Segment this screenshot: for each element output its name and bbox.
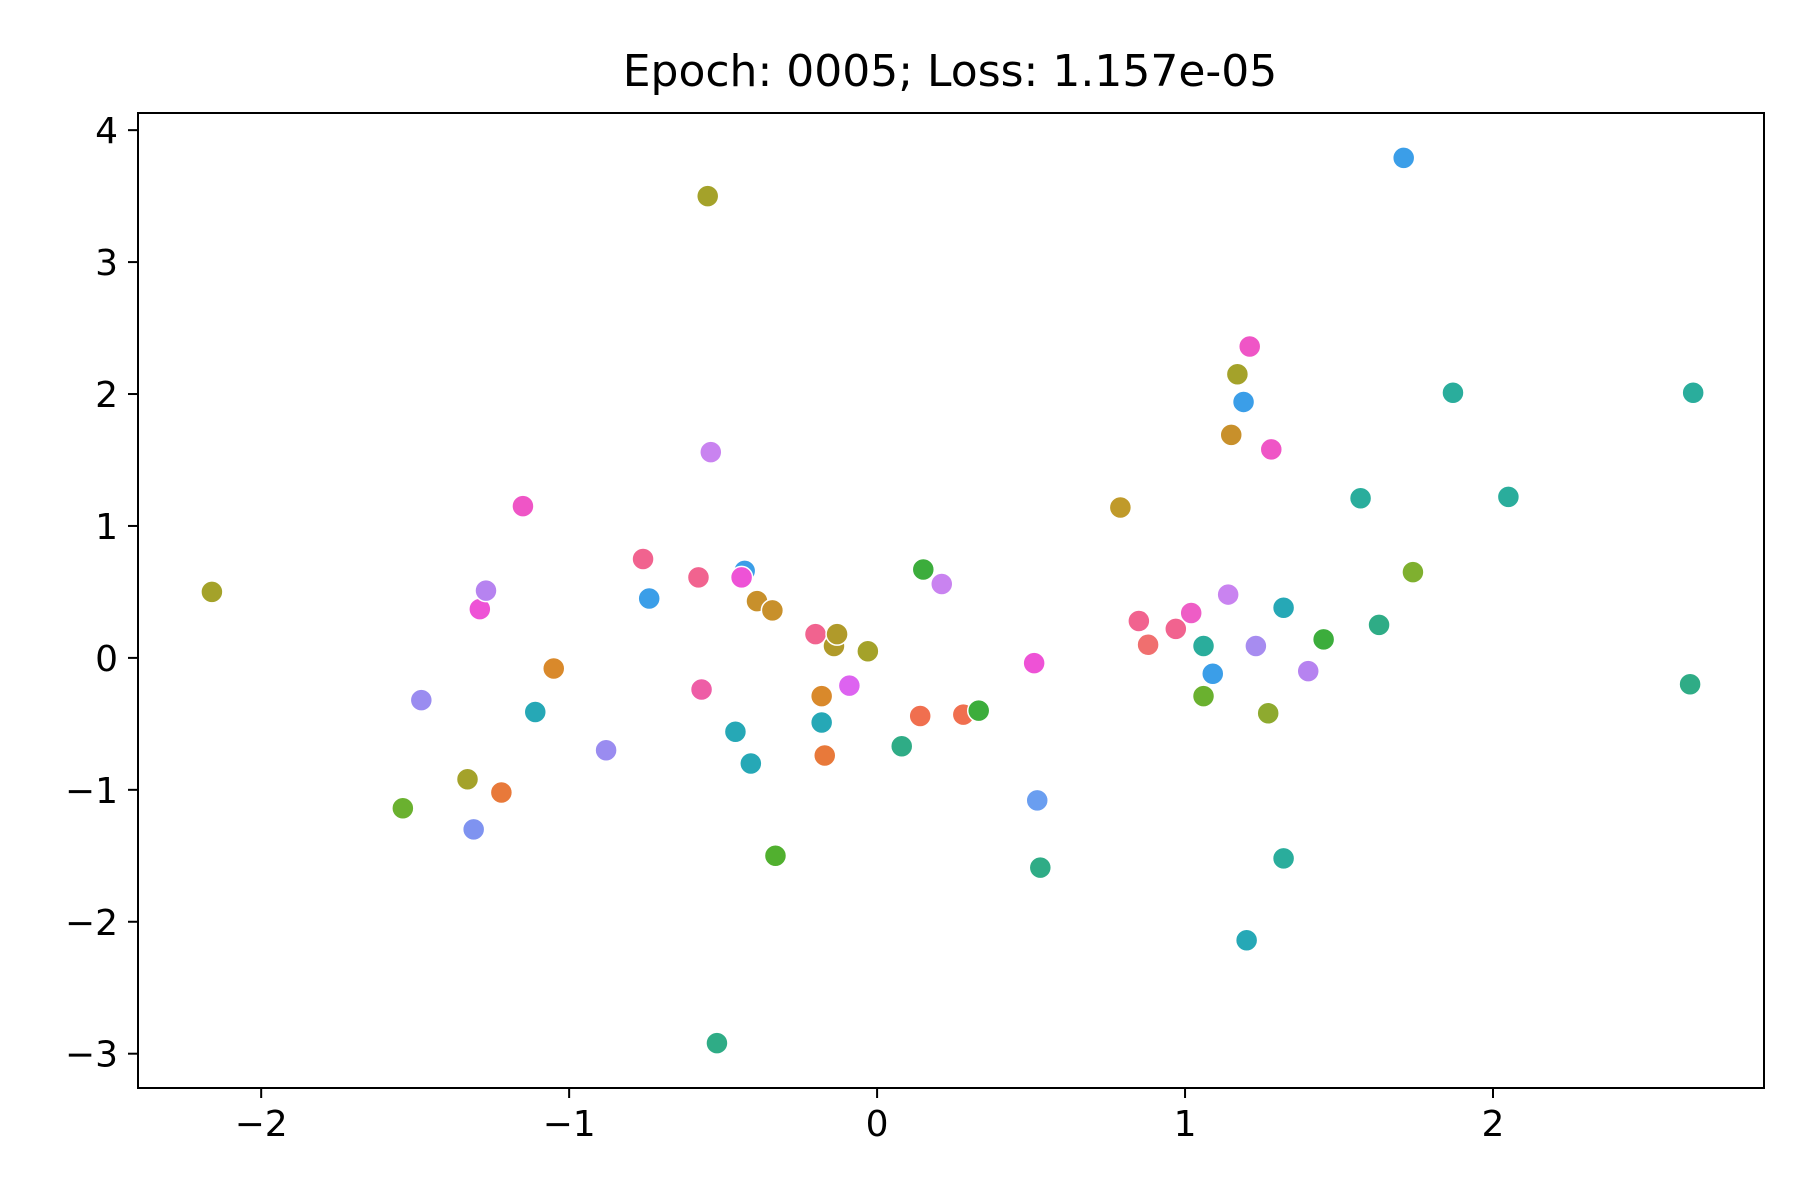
data-point (1244, 634, 1268, 658)
data-point (1108, 495, 1133, 520)
data-point (966, 698, 991, 723)
data-point (695, 184, 720, 208)
data-point (1164, 617, 1188, 641)
data-point (1681, 380, 1705, 405)
data-point (723, 720, 748, 744)
data-point (930, 572, 954, 596)
y-tick-label: 2 (95, 375, 118, 416)
data-point (1367, 613, 1391, 637)
data-point (1179, 601, 1203, 625)
y-tick-label: −2 (65, 903, 118, 944)
data-point (1401, 560, 1425, 584)
data-point (200, 580, 224, 604)
x-tick-label: −1 (543, 1104, 596, 1145)
y-tick-label: 1 (95, 507, 118, 548)
data-point (1496, 485, 1521, 509)
data-point (809, 684, 834, 708)
data-point (729, 565, 754, 590)
data-point (1271, 596, 1296, 620)
data-point (908, 704, 932, 728)
data-point (1678, 672, 1702, 697)
data-point (637, 586, 661, 611)
data-point (1225, 362, 1250, 386)
data-point (856, 639, 880, 664)
data-point (474, 578, 498, 603)
chart-title: Epoch: 0005; Loss: 1.157e-05 (623, 46, 1278, 97)
data-point (541, 656, 566, 681)
x-tick-label: −2 (235, 1104, 288, 1145)
data-point (631, 547, 655, 571)
y-tick-label: 3 (95, 243, 118, 284)
data-point (1271, 846, 1296, 871)
data-point (511, 494, 535, 518)
data-point (1311, 627, 1336, 652)
data-point (911, 557, 936, 582)
x-tick-label: 2 (1482, 1104, 1505, 1145)
data-point (1136, 632, 1160, 657)
x-axis-ticks: −2 −1 0 1 2 (235, 1088, 1505, 1145)
data-point (1256, 701, 1280, 726)
data-point (1219, 423, 1243, 447)
x-tick-label: 1 (1174, 1104, 1197, 1145)
data-point (1231, 390, 1256, 414)
data-point (889, 734, 914, 759)
y-tick-label: −3 (65, 1035, 118, 1076)
x-tick-label: 0 (866, 1104, 889, 1145)
data-point (763, 844, 788, 868)
data-point (1025, 788, 1049, 813)
y-tick-label: 0 (95, 639, 118, 680)
data-point (455, 767, 480, 792)
data-point (1191, 634, 1216, 658)
data-point (1127, 609, 1151, 633)
data-point (705, 1031, 729, 1055)
data-point (594, 738, 618, 762)
data-point (699, 440, 723, 464)
data-point (1201, 661, 1225, 686)
data-point (1348, 486, 1373, 511)
data-points (200, 146, 1705, 1055)
y-tick-label: −1 (65, 771, 118, 812)
data-point (1441, 380, 1465, 405)
data-point (1296, 659, 1320, 683)
data-point (1234, 928, 1259, 952)
y-axis-ticks: −3 −2 −1 0 1 2 3 4 (65, 111, 138, 1076)
data-point (1259, 437, 1284, 462)
data-point (1216, 582, 1240, 607)
data-point (837, 673, 862, 698)
y-tick-label: 4 (95, 111, 118, 152)
data-point (391, 796, 415, 821)
plot-frame (137, 112, 1765, 1089)
data-point (461, 817, 486, 842)
data-point (1391, 146, 1416, 170)
data-point (1022, 651, 1046, 675)
data-point (689, 677, 714, 702)
data-point (1191, 684, 1216, 708)
data-point (825, 622, 849, 646)
data-point (760, 598, 785, 623)
data-point (1237, 334, 1262, 359)
data-point (523, 700, 548, 724)
data-point (739, 751, 763, 776)
data-point (1028, 855, 1053, 880)
data-point (812, 743, 837, 768)
data-point (409, 688, 434, 712)
data-point (686, 565, 711, 590)
data-point (489, 780, 514, 805)
data-point (809, 710, 834, 735)
